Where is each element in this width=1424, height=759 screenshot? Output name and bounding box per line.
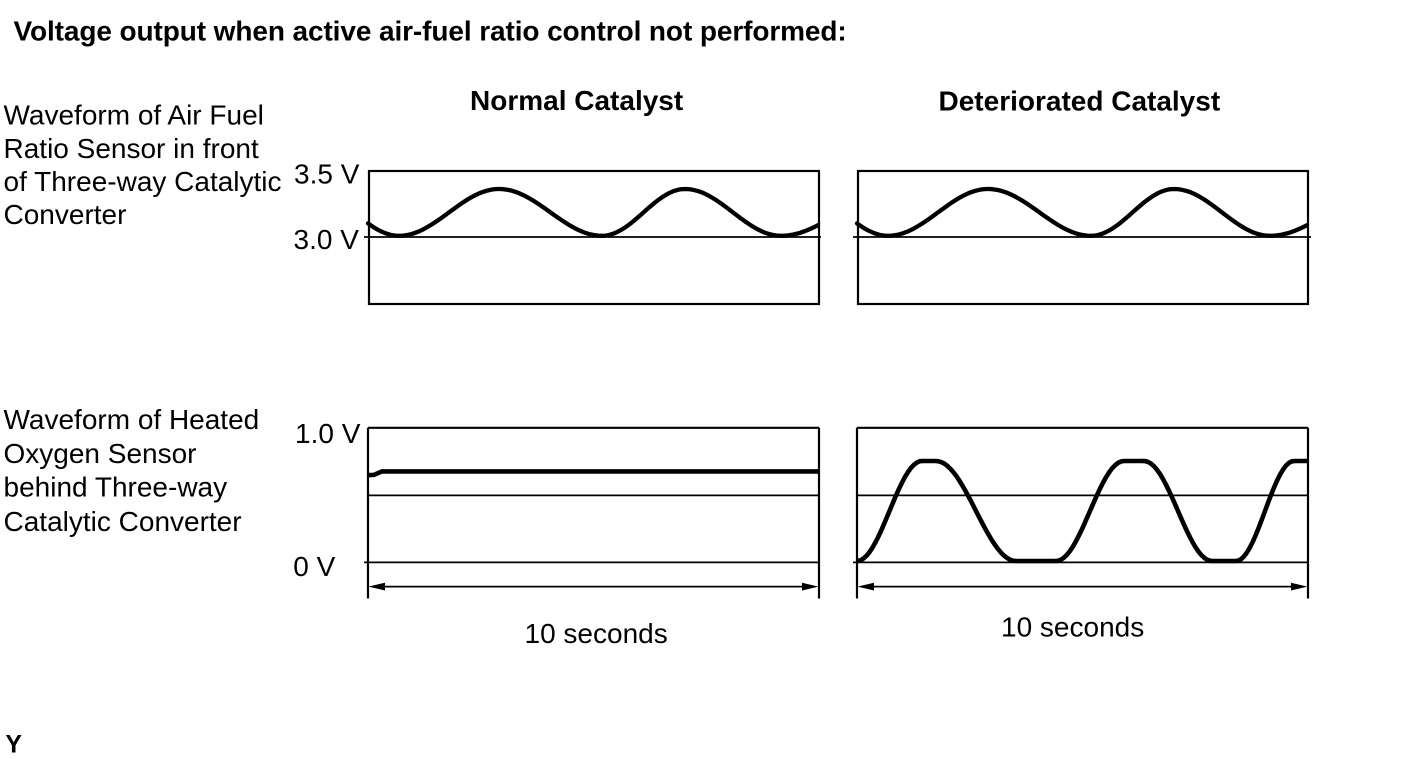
svg-text:3.5 V: 3.5 V	[294, 158, 360, 189]
svg-text:Oxygen Sensor: Oxygen Sensor	[4, 438, 197, 469]
svg-text:Ratio Sensor in front: Ratio Sensor in front	[4, 133, 259, 164]
svg-text:Normal Catalyst: Normal Catalyst	[470, 85, 683, 116]
svg-text:Catalytic Converter: Catalytic Converter	[4, 506, 242, 537]
svg-text:Waveform of Air Fuel: Waveform of Air Fuel	[4, 100, 264, 131]
svg-text:Voltage output when active air: Voltage output when active air-fuel rati…	[14, 15, 847, 46]
svg-text:Converter: Converter	[4, 199, 127, 230]
svg-text:Waveform of Heated: Waveform of Heated	[4, 404, 260, 435]
svg-text:Y: Y	[6, 732, 22, 759]
svg-text:3.0 V: 3.0 V	[294, 224, 360, 255]
svg-text:10 seconds: 10 seconds	[1001, 612, 1144, 643]
svg-text:0 V: 0 V	[293, 551, 335, 582]
svg-text:10 seconds: 10 seconds	[525, 618, 668, 649]
svg-text:Deteriorated Catalyst: Deteriorated Catalyst	[939, 85, 1221, 116]
svg-text:behind Three-way: behind Three-way	[4, 472, 228, 503]
svg-text:1.0 V: 1.0 V	[295, 418, 361, 449]
svg-text:of Three-way Catalytic: of Three-way Catalytic	[4, 166, 282, 197]
